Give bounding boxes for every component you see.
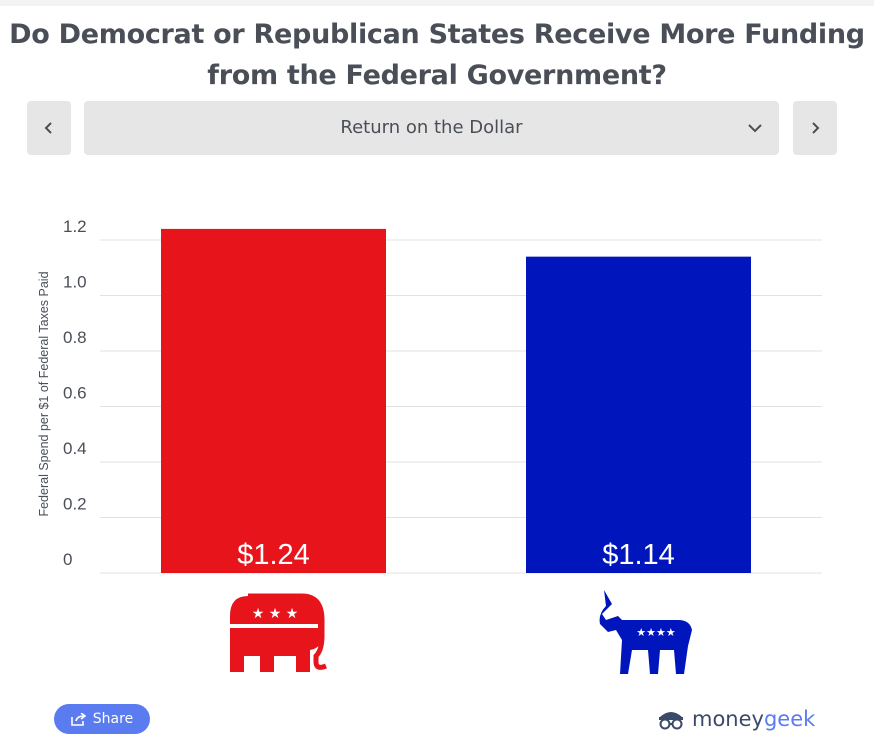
chevron-left-icon [44,122,52,134]
y-tick-label: 1.2 [63,217,87,236]
bars: $1.24 $1.14 [161,228,751,573]
bar-democrat[interactable] [526,256,751,573]
title-line-1: Do Democrat or Republican States Receive… [9,19,865,50]
y-tick-label: 0.6 [63,384,87,403]
svg-text:★★★★: ★★★★ [636,626,676,639]
y-tick-label: 0 [63,550,72,569]
metric-dropdown[interactable]: Return on the Dollar [84,101,779,155]
y-tick-label: 0.4 [63,439,87,458]
y-tick-label: 1.0 [63,273,87,292]
republican-elephant-icon: ★ ★ ★ [230,593,327,672]
brand-suffix: geek [763,707,816,731]
bar-chart: 0 0.2 0.4 0.6 0.8 1.0 1.2 Federal Spend per $1… [37,217,822,674]
y-tick-label: 0.2 [63,495,87,514]
brand-logo[interactable]: money geek [656,704,815,734]
chevron-right-icon [812,122,820,134]
page-title: Do Democrat or Republican States Receive… [0,14,874,96]
dropdown-selected-value: Return on the Dollar [340,117,523,138]
y-axis-ticks: 0 0.2 0.4 0.6 0.8 1.0 1.2 [63,217,87,569]
share-icon [70,712,86,726]
bar-republican[interactable] [161,228,386,573]
title-line-2: from the Federal Government? [207,60,667,91]
svg-text:★ ★ ★: ★ ★ ★ [252,606,299,622]
bar-data-label: $1.24 [237,539,310,571]
prev-button[interactable] [27,101,71,155]
top-border [0,0,874,6]
moneygeek-logo-icon [659,712,683,730]
y-tick-label: 0.8 [63,328,87,347]
share-button[interactable]: Share [54,704,150,734]
share-label: Share [92,711,134,727]
chevron-down-icon [748,124,762,133]
next-button[interactable] [793,101,837,155]
y-axis-label: Federal Spend per $1 of Federal Taxes Pa… [37,271,51,516]
democrat-donkey-icon: ★★★★ [599,590,692,674]
brand-prefix: money [692,707,764,731]
bar-data-label: $1.14 [602,539,675,571]
